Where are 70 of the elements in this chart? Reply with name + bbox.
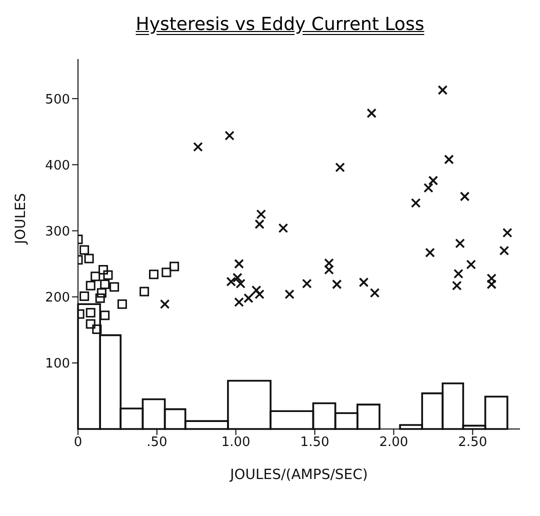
point [335,162,345,172]
x-tick-label: 2.50 [458,435,488,450]
point [486,273,496,284]
point [84,254,94,264]
point [254,289,264,300]
point [332,279,342,290]
point [80,245,90,255]
point [452,280,462,291]
point [149,270,159,280]
point [499,246,510,256]
point [100,310,110,320]
point [170,262,180,272]
point [256,209,266,220]
point [95,293,105,303]
point [486,279,496,290]
point [103,270,113,280]
point [444,154,454,164]
point [302,278,312,289]
point [410,198,421,208]
point [438,85,448,95]
y-tick-label: 100 [45,356,70,372]
point [424,182,434,193]
point [224,130,234,141]
point [98,265,108,275]
point [100,280,110,290]
y-axis-title: JOULES [12,192,29,245]
point [90,272,100,282]
point [96,288,106,298]
chart-title: Hysteresis vs Eddy Current Loss [134,13,426,37]
y-tick-label: 400 [45,158,70,174]
point [86,280,96,290]
point [193,142,203,152]
x-tick-label: .50 [146,435,168,450]
point [278,223,288,234]
point [140,286,150,296]
point [366,108,377,118]
point [254,219,264,230]
point [92,324,102,334]
point [234,258,244,269]
point [244,293,254,304]
point [251,285,262,296]
point [284,289,294,300]
y-tick-label: 200 [45,290,70,306]
point [324,264,334,275]
x-tick-label: 1.50 [300,435,330,450]
point [160,299,170,310]
point [324,258,334,268]
point [80,291,90,301]
point [455,238,465,248]
point [86,308,96,318]
x-tick-label: 0 [74,435,82,450]
point [460,192,470,202]
point [86,319,96,329]
x-tick-label: 1.00 [221,435,250,450]
y-tick-label: 500 [45,92,70,108]
point [428,176,438,186]
point [466,260,476,270]
point [370,288,380,298]
point [232,272,242,283]
point [425,248,435,258]
point [162,268,172,278]
point [358,277,369,288]
point [502,228,512,238]
point [454,268,464,279]
point [117,299,127,309]
point [234,297,244,308]
point [110,282,120,292]
x-tick-label: 2.00 [379,435,408,450]
y-tick-label: 300 [45,224,70,240]
x-axis-title: JOULES/(AMPS/SEC) [229,467,368,483]
